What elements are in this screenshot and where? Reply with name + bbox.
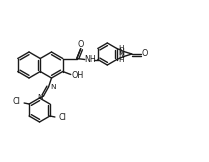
Text: O: O bbox=[142, 50, 148, 58]
Text: OH: OH bbox=[72, 71, 84, 80]
Text: Cl: Cl bbox=[59, 114, 67, 122]
Text: N: N bbox=[118, 48, 124, 57]
Text: H: H bbox=[118, 45, 124, 51]
Text: N: N bbox=[118, 51, 124, 60]
Text: H: H bbox=[118, 58, 124, 64]
Text: O: O bbox=[78, 40, 84, 49]
Text: N: N bbox=[37, 94, 42, 100]
Text: N: N bbox=[50, 84, 55, 90]
Text: Cl: Cl bbox=[12, 98, 20, 106]
Text: NH: NH bbox=[84, 55, 96, 64]
